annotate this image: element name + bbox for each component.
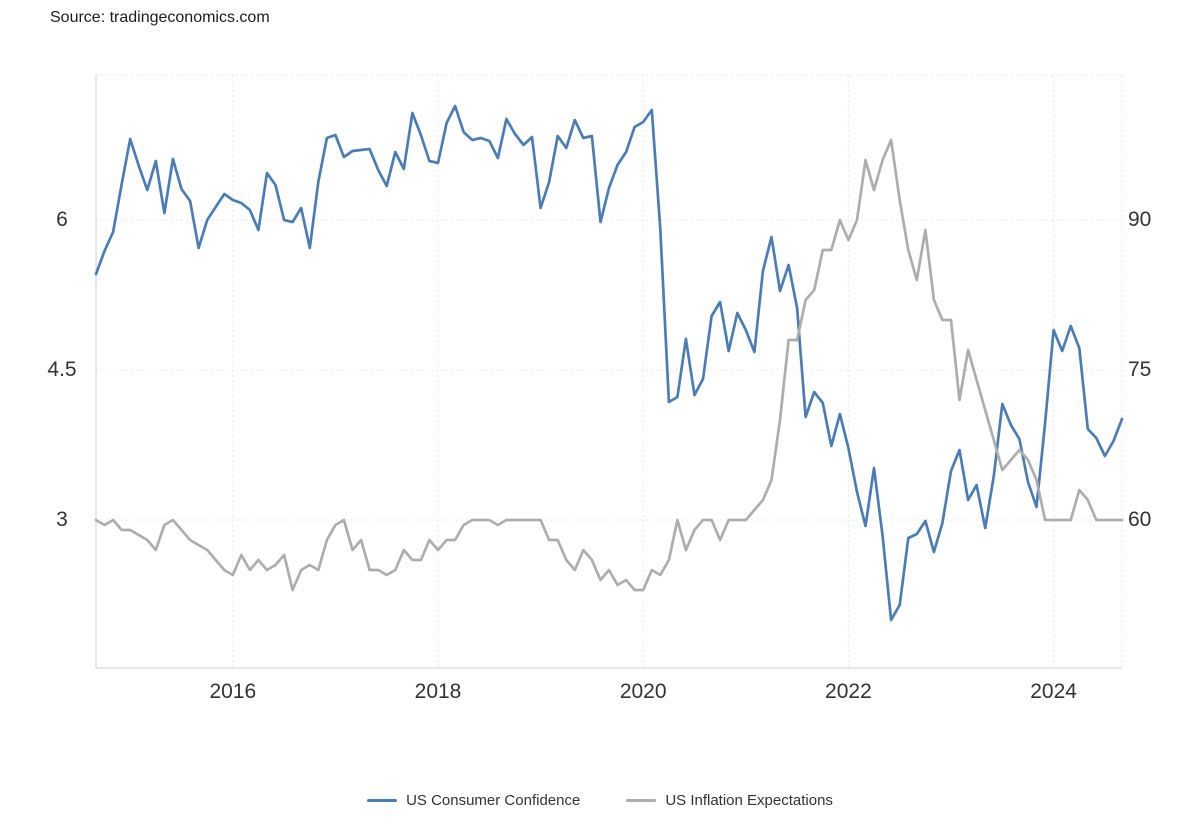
x-axis-tick: 2018 — [414, 680, 462, 703]
y-axis-right-tick: 60 — [1128, 508, 1152, 531]
source-label: Source: tradingeconomics.com — [50, 9, 270, 26]
y-axis-left-tick: 6 — [56, 208, 68, 231]
x-axis-tick: 2020 — [619, 680, 667, 703]
x-axis-tick: 2024 — [1030, 680, 1077, 703]
consumer-confidence-swatch-icon — [367, 799, 398, 802]
inflation-expectations-line — [94, 138, 1124, 592]
legend: US Consumer Confidence US Inflation Expe… — [0, 792, 1200, 809]
consumer-confidence-line — [94, 104, 1124, 622]
x-axis-tick: 2022 — [825, 680, 872, 703]
legend-label: US Inflation Expectations — [665, 792, 833, 809]
y-axis-right-tick: 90 — [1128, 208, 1152, 231]
legend-item-consumer-confidence[interactable]: US Consumer Confidence — [367, 792, 580, 809]
legend-item-inflation-expectations[interactable]: US Inflation Expectations — [626, 792, 833, 809]
y-axis-left-tick: 3 — [56, 508, 68, 531]
legend-label: US Consumer Confidence — [406, 792, 581, 809]
y-axis-right-tick: 75 — [1128, 358, 1152, 381]
x-axis-tick: 2016 — [209, 680, 257, 703]
y-axis-left-tick: 4.5 — [47, 358, 77, 381]
inflation-expectations-swatch-icon — [626, 799, 657, 802]
